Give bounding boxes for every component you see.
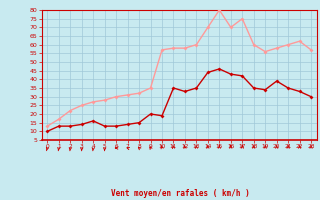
Text: Vent moyen/en rafales ( km/h ): Vent moyen/en rafales ( km/h ) xyxy=(111,189,250,198)
